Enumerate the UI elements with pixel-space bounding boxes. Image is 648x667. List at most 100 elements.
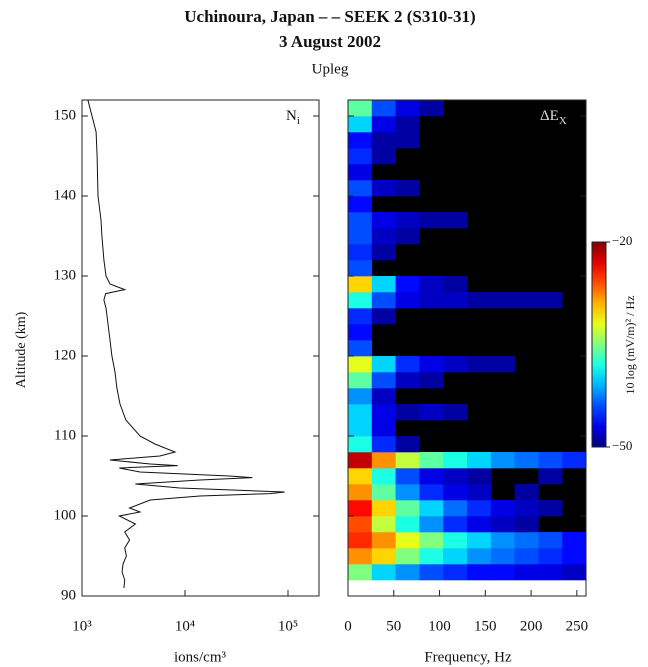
spectrogram-cell [419,276,444,293]
spectrogram-cell [419,212,444,229]
spectrogram-cell [371,404,396,421]
spectrogram-cell [419,100,444,117]
spectrogram-cell [467,452,492,469]
title: Uchinoura, Japan – – SEEK 2 (S310-31) [184,7,475,26]
spectrogram-cell [514,452,539,469]
spectrogram-cell [467,484,492,501]
spectrogram-cell [538,292,563,309]
x-tick-label: 250 [566,618,589,634]
spectrogram-cell [443,356,468,373]
spectrogram-cell [348,276,373,293]
spectrogram-cell [443,276,468,293]
spectrogram-cell [514,516,539,533]
spectrogram-cell [348,420,373,437]
colorbar-tick-label: −20 [612,233,632,248]
x-tick-label: 150 [474,618,497,634]
spectrogram-cell [467,356,492,373]
spectrogram-cell [443,292,468,309]
spectrogram-cell [562,548,587,565]
spectrogram-cell [348,468,373,485]
spectrogram-cell [443,468,468,485]
subtitle: 3 August 2002 [279,32,381,51]
spectrogram-cell [467,532,492,549]
spectrogram-cell [443,516,468,533]
spectrogram-cell [467,564,492,581]
spectrogram-cell [514,564,539,581]
spectrogram-cell [348,164,373,181]
spectrogram-cell [371,388,396,405]
panel-label-sub: X [559,115,567,127]
spectrogram-cell [490,516,515,533]
x-tick-label: 200 [520,618,543,634]
spectrogram-cell [443,548,468,565]
spectrogram-cell [371,356,396,373]
spectrogram-cell [514,532,539,549]
spectrogram-cell [371,276,396,293]
spectrogram-cell [395,100,420,117]
spectrogram-cell [395,276,420,293]
spectrogram-cell [490,452,515,469]
y-tick-label: 130 [54,267,77,283]
spectrogram-cell [467,548,492,565]
spectrogram-cell [348,516,373,533]
spectrogram-cell [348,388,373,405]
spectrogram-cell [371,564,396,581]
spectrogram-cell [348,260,373,277]
spectrogram-cell [538,452,563,469]
spectrogram-cell [371,372,396,389]
spectrogram-cell [348,532,373,549]
spectrogram-cell [443,564,468,581]
x-tick-label: 10³ [72,618,92,634]
spectrogram-cell [538,500,563,517]
spectrogram-cell [395,500,420,517]
spectrogram-cell [371,148,396,165]
spectrogram-cell [443,212,468,229]
spectrogram-cell [348,308,373,325]
spectrogram-cell [371,100,396,117]
spectrogram-cell [348,180,373,197]
y-tick-label: 140 [54,187,77,203]
spectrogram-cell [348,244,373,261]
y-tick-label: 100 [54,507,77,523]
panel-label: Ni [286,108,300,126]
spectrogram-cell [348,372,373,389]
spectrogram-cell [348,356,373,373]
spectrogram-cell [348,500,373,517]
spectrogram-cell [419,372,444,389]
spectrogram-cell [562,564,587,581]
spectrogram-cell [348,564,373,581]
spectrogram-cell [348,340,373,357]
spectrogram-cell [419,516,444,533]
spectrogram-cell [395,292,420,309]
spectrogram-cell [395,452,420,469]
x-tick-label: 10⁴ [175,618,195,634]
spectrogram-cell [371,420,396,437]
y-tick-label: 110 [54,427,76,443]
y-tick-label: 90 [61,587,76,603]
spectrogram-cell [490,500,515,517]
spectrogram-cell [538,548,563,565]
spectrogram-cell [371,500,396,517]
spectrogram-cell [371,244,396,261]
spectrogram-cell [348,148,373,165]
spectrogram-cell [371,292,396,309]
spectrogram-cell [371,116,396,133]
spectrogram-cell [467,500,492,517]
spectrogram-cell [348,196,373,213]
spectrogram-cell [348,292,373,309]
spectrogram-cell [371,436,396,453]
spectrogram-cell [490,532,515,549]
spectrogram-cell [538,564,563,581]
spectrogram-cell [490,292,515,309]
spectrogram-cell [395,436,420,453]
spectrogram-cell [514,548,539,565]
x-axis-label: ions/cm³ [174,649,226,665]
spectrogram-cell [371,180,396,197]
spectrogram-cell [395,468,420,485]
spectrogram-cell [514,484,539,501]
spectrogram-cell [371,532,396,549]
spectrogram-cell [348,132,373,149]
spectrogram-cell [395,564,420,581]
spectrogram-cell [443,452,468,469]
